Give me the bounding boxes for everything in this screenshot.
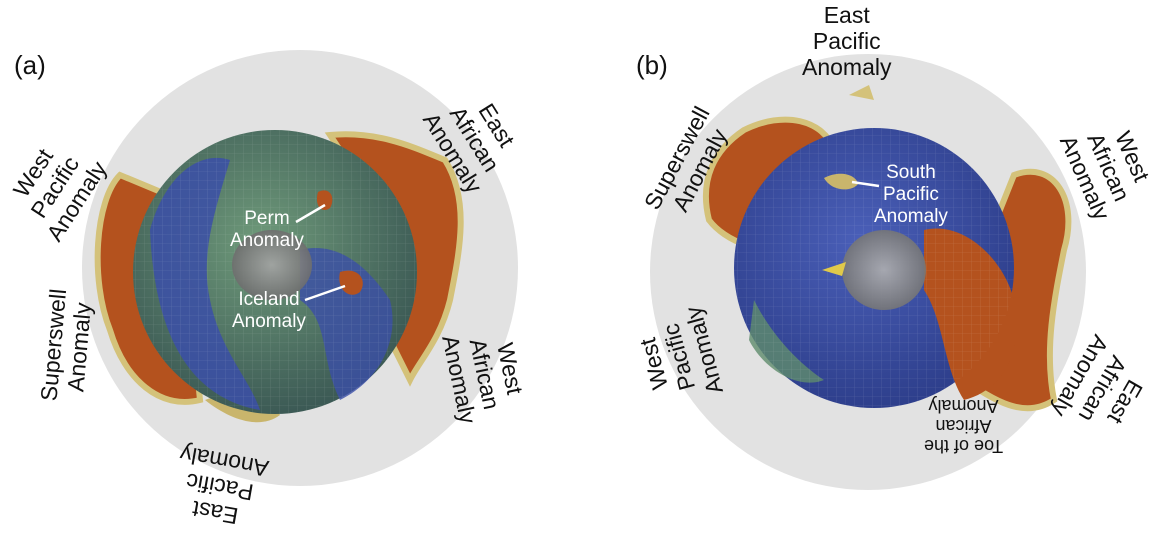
panel-a-figure (82, 50, 518, 486)
south-pacific-anomaly-label: South Pacific Anomaly (874, 162, 948, 227)
small-blob (822, 262, 846, 276)
south-pacific-leader (851, 180, 880, 188)
core (232, 230, 312, 300)
iceland-blob (339, 270, 363, 295)
perm-anomaly-label: Perm Anomaly (230, 208, 304, 251)
panel-b: (b) East Pacific Anomaly Superswell Anom… (584, 0, 1168, 536)
perm-leader (295, 203, 326, 224)
panel-a: (a) East African Anomaly West Pacific An… (8, 50, 528, 530)
superswell-label: Superswell Anomaly (35, 287, 97, 403)
panel-tag: (b) (636, 50, 668, 80)
iceland-anomaly-label: Iceland Anomaly (232, 289, 306, 332)
panel-b-figure (650, 54, 1086, 490)
iceland-leader (304, 284, 346, 302)
panel-tag: (a) (14, 50, 46, 80)
continent-region (749, 300, 824, 383)
core (842, 230, 926, 310)
toe-african-label: Toe of the African Anomaly (924, 396, 1004, 456)
perm-blob (316, 190, 333, 211)
south-pacific-blob (824, 173, 858, 190)
east-pacific-label: East Pacific Anomaly (802, 2, 892, 80)
east-pacific-label: East Pacific Anomaly (177, 440, 271, 530)
